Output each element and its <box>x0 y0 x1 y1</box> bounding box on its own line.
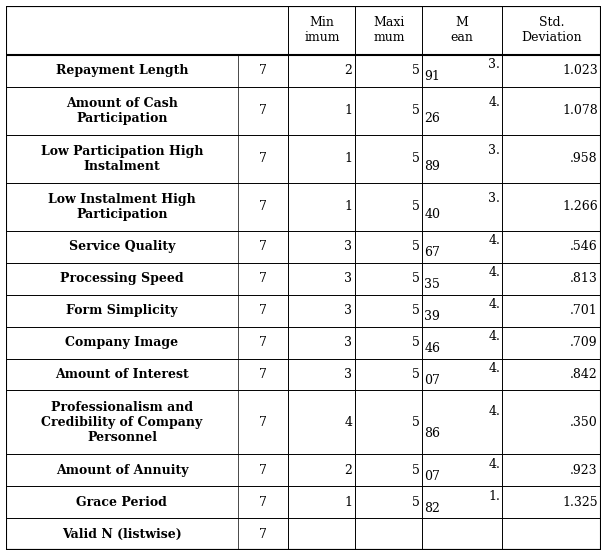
Text: 5: 5 <box>412 304 419 317</box>
Text: 7: 7 <box>259 496 267 509</box>
Text: 26: 26 <box>424 112 440 126</box>
Text: Form Simplicity: Form Simplicity <box>66 304 178 317</box>
Text: 3: 3 <box>344 240 353 253</box>
Text: Maxi
mum: Maxi mum <box>373 16 405 44</box>
Text: Repayment Length: Repayment Length <box>56 64 188 77</box>
Text: .923: .923 <box>571 464 598 477</box>
Text: 1.: 1. <box>489 490 500 503</box>
Text: Low Instalment High
Participation: Low Instalment High Participation <box>48 192 196 221</box>
Text: Grace Period: Grace Period <box>76 496 168 509</box>
Text: 2: 2 <box>345 464 353 477</box>
Text: 1.266: 1.266 <box>562 200 598 213</box>
Text: 4.: 4. <box>489 363 500 375</box>
Text: 5: 5 <box>412 464 419 477</box>
Text: 35: 35 <box>424 277 440 291</box>
Text: 89: 89 <box>424 161 440 173</box>
Text: 4.: 4. <box>489 330 500 344</box>
Text: 1.325: 1.325 <box>562 496 598 509</box>
Text: 7: 7 <box>259 240 267 253</box>
Text: 5: 5 <box>412 416 419 429</box>
Text: 4.: 4. <box>489 235 500 247</box>
Text: 1.023: 1.023 <box>562 64 598 77</box>
Text: 46: 46 <box>424 341 440 355</box>
Text: 4.: 4. <box>489 266 500 280</box>
Text: 1.078: 1.078 <box>562 104 598 117</box>
Text: 7: 7 <box>259 64 267 77</box>
Text: 1: 1 <box>344 200 353 213</box>
Text: 7: 7 <box>259 304 267 317</box>
Text: 4.: 4. <box>489 299 500 311</box>
Text: .709: .709 <box>571 336 598 349</box>
Text: 91: 91 <box>424 70 440 83</box>
Text: 3: 3 <box>344 336 353 349</box>
Text: 07: 07 <box>424 374 440 386</box>
Text: .546: .546 <box>570 240 598 253</box>
Text: 3.: 3. <box>489 143 500 157</box>
Text: 7: 7 <box>259 464 267 477</box>
Text: Service Quality: Service Quality <box>69 240 175 253</box>
Text: .701: .701 <box>570 304 598 317</box>
Text: .350: .350 <box>570 416 598 429</box>
Text: 3: 3 <box>344 304 353 317</box>
Text: 5: 5 <box>412 200 419 213</box>
Text: 67: 67 <box>424 246 440 259</box>
Text: 2: 2 <box>345 64 353 77</box>
Text: .842: .842 <box>570 368 598 381</box>
Text: 1: 1 <box>344 152 353 165</box>
Text: Std.
Deviation: Std. Deviation <box>521 16 582 44</box>
Text: 86: 86 <box>424 427 440 440</box>
Text: M
ean: M ean <box>451 16 473 44</box>
Text: 7: 7 <box>259 152 267 165</box>
Text: 5: 5 <box>412 368 419 381</box>
Text: 4.: 4. <box>489 96 500 108</box>
Text: 5: 5 <box>412 64 419 77</box>
Text: 1: 1 <box>344 496 353 509</box>
Text: Company Image: Company Image <box>66 336 178 349</box>
Text: 5: 5 <box>412 240 419 253</box>
Text: 4: 4 <box>344 416 353 429</box>
Text: Amount of Annuity: Amount of Annuity <box>56 464 188 477</box>
Text: 7: 7 <box>259 200 267 213</box>
Text: Amount of Cash
Participation: Amount of Cash Participation <box>66 97 178 125</box>
Text: 7: 7 <box>259 272 267 285</box>
Text: 5: 5 <box>412 104 419 117</box>
Text: 4.: 4. <box>489 458 500 471</box>
Text: Low Participation High
Instalment: Low Participation High Instalment <box>41 145 203 172</box>
Text: 7: 7 <box>259 368 267 381</box>
Text: 82: 82 <box>424 502 440 514</box>
Text: Valid N (listwise): Valid N (listwise) <box>62 528 182 541</box>
Text: 4.: 4. <box>489 405 500 418</box>
Text: 3: 3 <box>344 368 353 381</box>
Text: 3: 3 <box>344 272 353 285</box>
Text: Amount of Interest: Amount of Interest <box>55 368 189 381</box>
Text: 7: 7 <box>259 336 267 349</box>
Text: 5: 5 <box>412 152 419 165</box>
Text: 5: 5 <box>412 272 419 285</box>
Text: Professionalism and
Credibility of Company
Personnel: Professionalism and Credibility of Compa… <box>41 401 203 444</box>
Text: .958: .958 <box>571 152 598 165</box>
Text: 40: 40 <box>424 208 440 221</box>
Text: 5: 5 <box>412 336 419 349</box>
Text: 39: 39 <box>424 310 440 322</box>
Text: 3.: 3. <box>489 58 500 72</box>
Text: 3.: 3. <box>489 192 500 205</box>
Text: 7: 7 <box>259 104 267 117</box>
Text: 07: 07 <box>424 470 440 483</box>
Text: 7: 7 <box>259 416 267 429</box>
Text: Min
imum: Min imum <box>304 16 339 44</box>
Text: 1: 1 <box>344 104 353 117</box>
Text: 7: 7 <box>259 528 267 541</box>
Text: 5: 5 <box>412 496 419 509</box>
Text: Processing Speed: Processing Speed <box>60 272 184 285</box>
Text: .813: .813 <box>570 272 598 285</box>
